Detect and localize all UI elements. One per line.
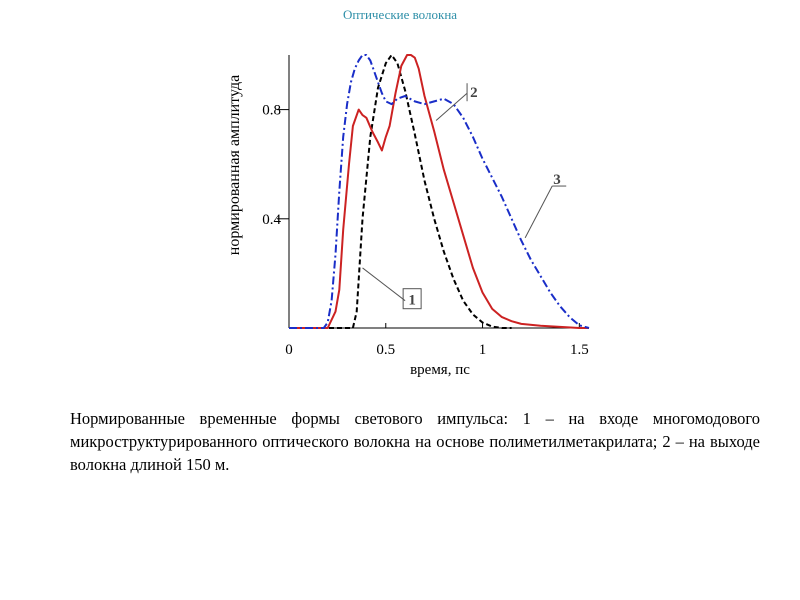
series-2-line: [289, 54, 589, 329]
y-tick-label: 0.8: [262, 103, 281, 119]
series-3-line: [289, 54, 590, 329]
series-3-label: 3: [553, 172, 561, 188]
series-1-label-box: [402, 288, 422, 310]
slide-title: Оптические волокна: [342, 7, 458, 22]
series-1-leader: [362, 267, 406, 302]
pulse-shape-chart: 0 0.5 1 1.5 0.4 0.8 время, пс нормированная амп…: [226, 54, 590, 378]
chart-series: [289, 54, 590, 329]
chart-axes: [277, 55, 589, 329]
x-axis-label: время, пс: [410, 362, 470, 378]
x-tick-label: 0.5: [376, 342, 395, 358]
series-1-label: 1: [408, 293, 416, 309]
chart-labels: 0 0.5 1 1.5 0.4 0.8 время, пс нормированная амп…: [226, 75, 589, 378]
figure-caption: Нормированные временные формы светового …: [70, 409, 760, 474]
x-tick-label: 0: [285, 342, 293, 358]
x-tick-label: 1: [479, 342, 487, 358]
x-tick-label: 1.5: [570, 342, 589, 358]
y-tick-label: 0.4: [262, 212, 281, 228]
series-2-leader: [435, 92, 468, 121]
series-2-label: 2: [470, 85, 478, 101]
series-1-line: [289, 54, 512, 329]
y-axis-label: нормированная амплитуда: [226, 75, 243, 255]
series-3-leader: [524, 185, 553, 239]
